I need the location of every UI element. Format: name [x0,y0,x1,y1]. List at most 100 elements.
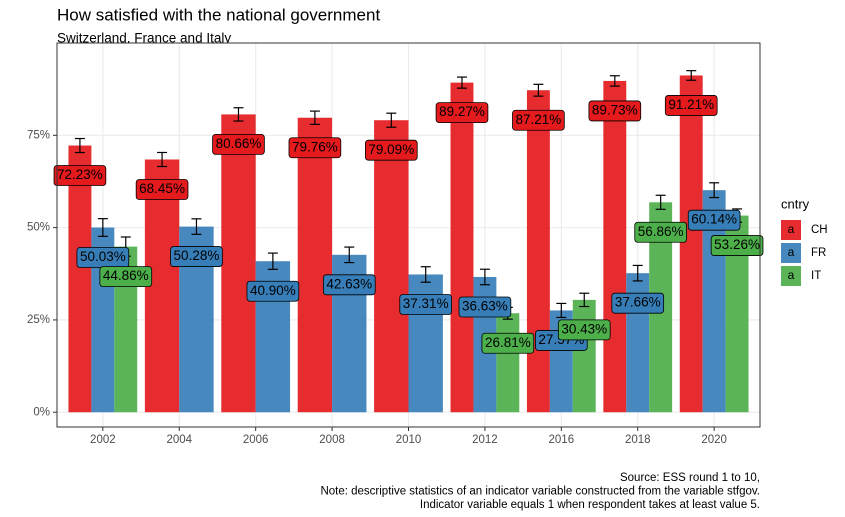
error-bar [655,194,666,210]
data-label-text: 79.09% [368,142,414,157]
data-label-box [288,137,342,159]
data-label-text: 87.21% [516,112,562,127]
data-label: 50.28% [170,246,223,267]
bar [603,80,627,413]
error-bar [479,268,490,286]
data-label: 56.86% [634,221,687,243]
bar [450,82,474,413]
data-label-box [399,294,452,315]
data-label: 40.90% [246,280,300,302]
x-tick-label: 2008 [319,434,345,446]
caption-line: Source: ESS round 1 to 10, [620,472,760,484]
data-label-box [170,246,223,267]
x-tick-label: 2020 [701,434,727,446]
error-bar [456,76,467,89]
data-label-box [611,292,665,314]
error-bar [233,107,244,122]
data-label-box [435,102,489,124]
data-label-text: 26.81% [485,335,531,350]
y-tick-label: 0% [33,406,50,418]
bar [297,117,333,413]
x-tick-label: 2006 [243,434,269,446]
bar [679,75,703,413]
legend-key-glyph: a [788,222,795,236]
x-tick-label: 2012 [472,434,498,446]
bar [496,313,520,413]
data-label-text: 44.86% [103,268,149,283]
bar [114,246,138,413]
chart-title: How satisfied with the national governme… [57,5,380,24]
data-label: 53.26% [710,235,764,256]
data-label: 26.81% [481,332,535,354]
data-label-text: 50.03% [80,249,126,264]
data-label: 80.66% [212,134,265,155]
bar [725,215,749,413]
data-label: 44.86% [99,266,153,287]
data-label: 91.21% [664,95,718,116]
data-label-text: 36.63% [462,299,508,314]
data-labels: 72.23% 50.03% 44.86% 68.45% 50.28% 80.66% 40.9… [53,95,764,354]
legend-label: FR [811,247,826,259]
data-label-text: 60.14% [691,212,737,227]
y-tick-label: 25% [27,314,50,326]
bar [374,120,409,413]
bar [526,90,550,413]
y-tick-label: 75% [27,129,50,141]
data-label: 42.63% [322,274,376,296]
x-tick-label: 2002 [90,434,116,446]
error-bar [533,83,544,97]
data-label-box [634,221,687,243]
data-label-box [322,274,376,296]
legend-key [781,243,801,263]
error-bar [556,302,567,319]
bar [221,114,256,413]
caption: Source: ESS round 1 to 10, Note: descript… [320,472,760,511]
caption-line: Note: descriptive statistics of an indic… [320,486,760,498]
data-label-text: 80.66% [216,136,262,151]
bar [572,299,596,413]
x-tick-label: 2010 [396,434,422,446]
error-bar [74,137,85,154]
data-label: 72.23% [53,165,107,186]
error-bar [632,264,643,282]
error-bar [579,292,590,308]
data-label-text: 56.86% [638,224,684,239]
data-label-box [710,235,764,256]
data-label-box [588,100,642,122]
data-label: 50.03% [76,247,130,268]
data-label-text: 50.28% [174,248,220,263]
error-bar [344,246,355,264]
error-bar [157,151,168,168]
data-label-text: 42.63% [326,276,372,291]
legend-label: IT [811,270,821,282]
data-label: 79.09% [365,139,418,161]
data-label-box [246,280,300,302]
error-bar [191,218,202,235]
data-label: 36.63% [458,296,512,318]
data-label-text: 89.27% [439,104,485,119]
x-tick-label: 2004 [166,434,192,446]
x-tick-label: 2018 [625,434,651,446]
data-label-box [53,165,107,186]
legend-key [781,220,801,240]
data-label-box [212,134,265,155]
data-label-text: 91.21% [668,97,714,112]
data-label-text: 40.90% [250,283,296,298]
data-label-box [557,319,611,341]
data-label: 89.73% [588,100,642,122]
data-label: 30.43% [557,319,611,341]
legend-key-glyph: a [788,268,795,282]
data-label-text: 37.31% [403,296,449,311]
data-label-text: 53.26% [714,237,760,252]
data-label-box [481,332,535,354]
data-label-text: 79.76% [292,139,338,154]
data-label-text: 68.45% [139,181,185,196]
legend-label: CH [811,224,828,236]
data-label-box [687,209,741,231]
error-bar [97,218,108,237]
legend-title: cntry [781,196,810,211]
caption-line: Indicator variable equals 1 when respond… [420,499,760,511]
legend-key [781,266,801,286]
data-label: 37.31% [399,294,452,315]
